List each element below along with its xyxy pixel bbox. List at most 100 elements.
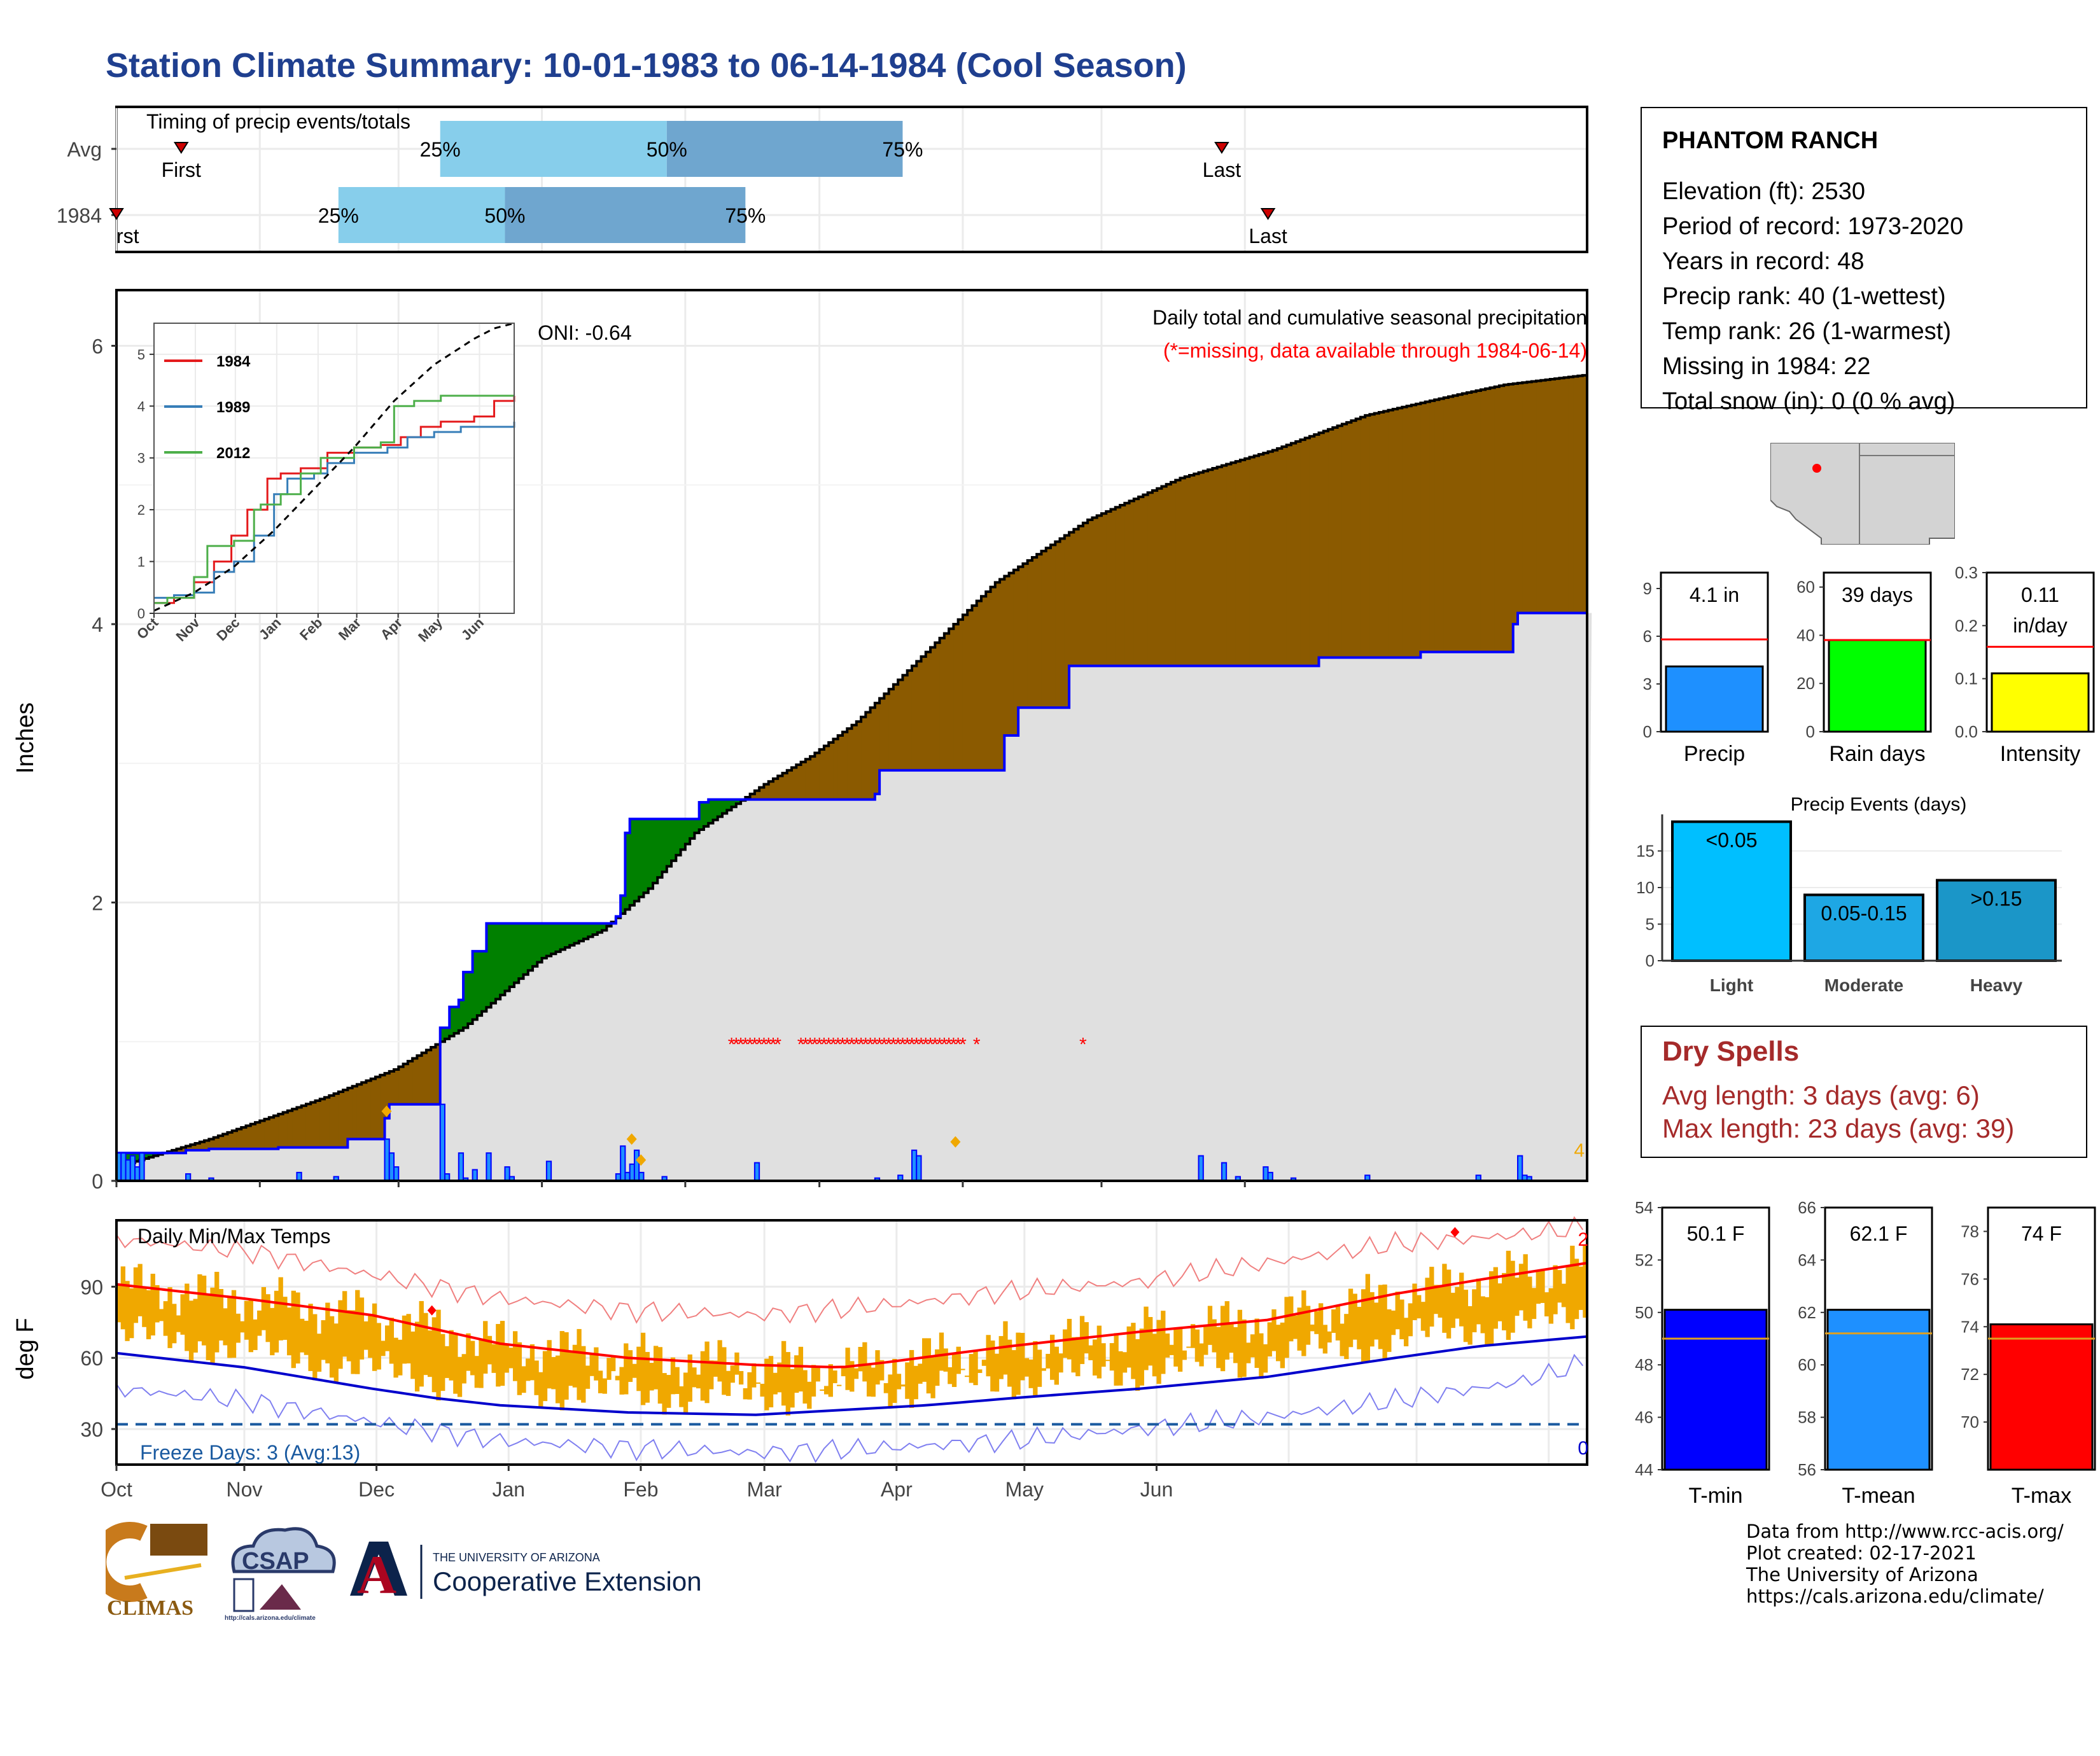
deficit-area [1453,395,1459,652]
precip-ylabel: Inches [12,702,39,774]
big-event-marker [950,1136,961,1148]
daily-temp-range-bar [1259,1333,1264,1379]
deficit-area [1471,391,1477,652]
daily-temp-range-bar [444,1346,450,1378]
missing-marker: * [1079,1034,1087,1055]
daily-temp-range-bar [627,1350,633,1383]
daily-temp-range-bar [504,1344,509,1373]
missing-marker: * [820,1034,828,1055]
dry-spells-max: Max length: 23 days (avg: 39) [1662,1113,2015,1143]
daily-temp-range-bar [994,1353,1000,1392]
surplus-area [486,923,492,1008]
deficit-area [976,601,982,770]
surplus-area [634,819,640,902]
dry-spells-box: Dry Spells Avg length: 3 days (avg: 6) M… [1641,1026,2087,1158]
surplus-area [583,923,589,939]
daily-temp-range-bar [1203,1325,1208,1355]
daily-temp-range-bar [1122,1352,1128,1373]
deficit-area [1082,522,1088,666]
deficit-area [921,657,927,770]
daily-temp-range-bar [551,1356,556,1390]
deficit-area [750,793,755,800]
surplus-area [694,819,700,833]
deficit-area [759,787,765,800]
daily-temp-range-bar [185,1283,190,1351]
deficit-area [1545,379,1551,613]
daily-temp-range-bar [1011,1350,1016,1400]
temp-category-label: T-mean [1842,1484,1915,1508]
deficit-area [939,638,945,770]
daily-temp-range-bar [905,1362,910,1399]
first-event-marker [173,142,189,154]
daily-precip-bar [125,1159,131,1181]
daily-temp-range-bar [466,1333,471,1371]
daily-precip-bar [620,1145,626,1181]
daily-temp-range-bar [725,1370,731,1397]
temp-panel: 30 60 90 [80,1216,1588,1466]
daily-precip-bar [139,1152,145,1181]
daily-temp-range-bar [1028,1359,1033,1388]
daily-temp-range-bar [436,1309,441,1401]
daily-precip-bar [753,1162,760,1181]
deficit-area [426,1050,431,1104]
events-ytick-label: 5 [1646,915,1655,934]
daily-temp-range-bar [1446,1269,1452,1339]
deficit-area [1439,398,1445,652]
stat-ytick-label: 0.1 [1955,669,1978,688]
deficit-area [1582,375,1588,613]
csap-logo: CSAP http://cals.arizona.edu/climate [225,1527,336,1622]
deficit-area [1397,408,1403,658]
daily-temp-range-bar [1191,1324,1196,1348]
missing-marker: * [774,1034,781,1055]
daily-temp-range-bar [270,1307,275,1356]
deficit-area [819,749,825,800]
daily-temp-range-bar [1476,1278,1481,1325]
daily-temp-range-bar [316,1334,322,1372]
daily-temp-range-bar [235,1313,241,1343]
daily-temp-range-bar [624,1343,629,1395]
deficit-area [949,629,955,770]
daily-temp-range-bar [517,1342,522,1395]
daily-temp-range-bar [1263,1344,1268,1373]
daily-precip-bar [120,1152,127,1181]
daily-temp-range-bar [244,1300,249,1340]
temp-value-bar [1826,1309,1931,1471]
events-ytick-label: 15 [1636,842,1655,861]
deficit-area [1198,472,1204,666]
daily-precip-bar [1198,1155,1204,1181]
temp-count-high: 2 [1578,1229,1588,1250]
daily-temp-range-bar [1075,1337,1081,1377]
stat-value-label: 39 days [1842,583,1913,606]
csap-text: CSAP [242,1548,309,1575]
stat-ytick-label: 3 [1643,674,1652,693]
daily-temp-range-bar [1220,1306,1226,1372]
precip-corner-count: 4 [1574,1140,1585,1161]
daily-temp-range-bar [1540,1270,1545,1303]
surplus-area [606,923,612,926]
daily-temp-range-bar [427,1330,433,1377]
first-event-marker [109,208,124,220]
daily-temp-range-bar [1523,1254,1528,1321]
daily-temp-range-bar [1024,1358,1030,1377]
daily-temp-range-bar [645,1351,650,1403]
missing-marker: * [973,1034,981,1055]
daily-temp-range-bar [1352,1293,1357,1340]
deficit-area [1392,409,1398,658]
daily-temp-range-bar [568,1352,573,1386]
missing-marker: * [881,1034,888,1055]
stat-value-label: 4.1 in [1690,583,1739,606]
climas-logo: CLIMAS [106,1522,207,1620]
daily-temp-range-bar [790,1369,795,1408]
daily-temp-range-bar [692,1367,697,1388]
temp-title: Daily Min/Max Temps [137,1225,330,1248]
deficit-area [773,778,779,800]
deficit-area [356,1084,362,1139]
daily-temp-range-bar [687,1354,692,1402]
daily-temp-range-bar [722,1347,727,1395]
deficit-area [893,684,899,770]
missing-marker: * [737,1034,745,1055]
daily-temp-range-bar [675,1367,680,1395]
daily-temp-range-bar [764,1358,769,1411]
daily-temp-range-bar [1049,1334,1055,1380]
deficit-area [953,624,959,770]
